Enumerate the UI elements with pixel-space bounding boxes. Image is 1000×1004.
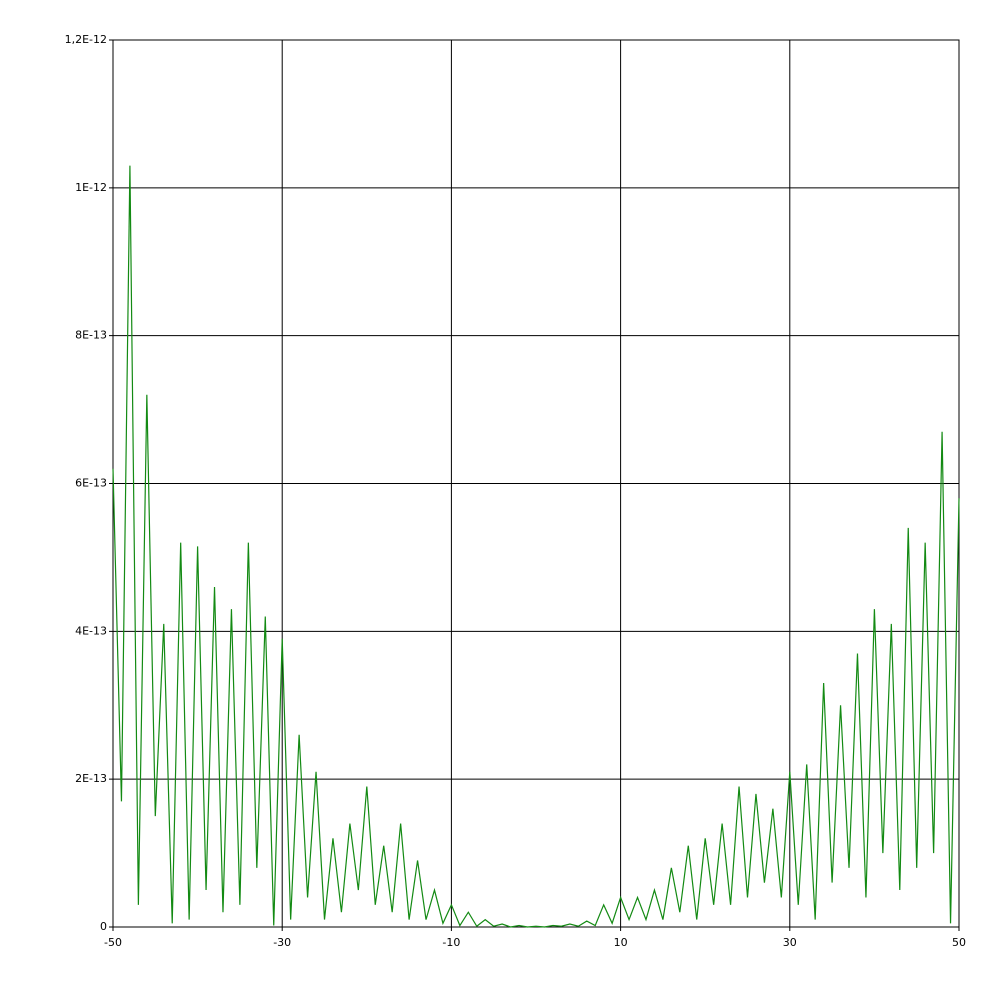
x-tick-label: -10 (442, 936, 460, 949)
x-tick-label: -50 (104, 936, 122, 949)
y-tick-label: 2E-13 (75, 772, 107, 785)
x-tick-label: -30 (273, 936, 291, 949)
y-tick-label: 8E-13 (75, 329, 107, 342)
y-tick-label: 6E-13 (75, 477, 107, 490)
x-tick-label: 30 (783, 936, 797, 949)
x-tick-label: 10 (614, 936, 628, 949)
data-line (112, 165, 960, 928)
y-tick-label: 0 (100, 920, 107, 933)
x-tick-label: 50 (952, 936, 966, 949)
y-tick-label: 4E-13 (75, 624, 107, 637)
y-tick-label: 1E-12 (75, 181, 107, 194)
y-tick-label: 1,2E-12 (65, 33, 107, 46)
